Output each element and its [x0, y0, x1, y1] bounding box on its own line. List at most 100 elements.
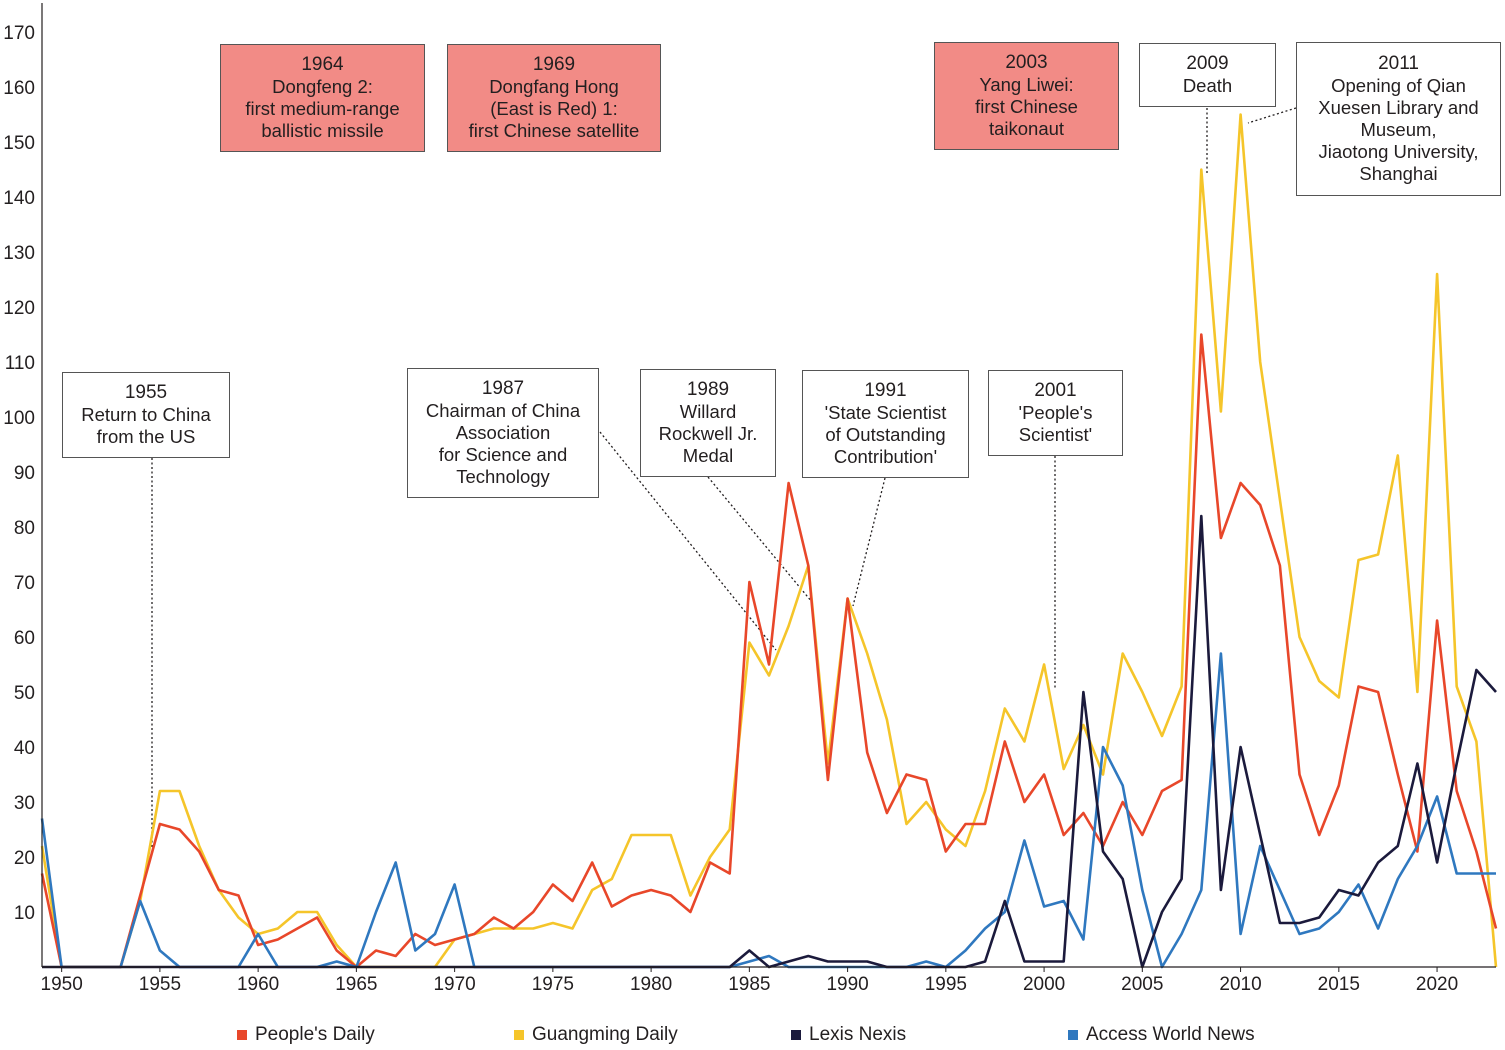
- x-tick-label: 1975: [532, 974, 574, 995]
- x-tick-label: 1965: [335, 974, 377, 995]
- annotation-text-line: Death: [1182, 75, 1233, 96]
- legend-item-guangming-daily: Guangming Daily: [514, 1024, 678, 1046]
- y-tick-label: 100: [3, 408, 35, 429]
- x-tick-label: 1990: [826, 974, 868, 995]
- annotation-1955: 1955 Return to China from the US: [62, 372, 230, 458]
- annotation-text-line: Jiaotong University,: [1318, 141, 1479, 162]
- annotation-text-line: for Science and: [438, 444, 568, 465]
- y-tick-label: 150: [3, 133, 35, 154]
- y-tick-label: 50: [14, 683, 35, 704]
- y-tick-label: 40: [14, 738, 35, 759]
- x-tick-label: 1960: [237, 974, 279, 995]
- y-tick-label: 110: [5, 353, 35, 374]
- y-tick-label: 80: [14, 518, 35, 539]
- annotation-year: 2003: [1005, 52, 1048, 73]
- annotation-year: 1964: [301, 54, 344, 75]
- x-axis-tick-labels: 1950 1955 1960 1965 1970 1975 1980 1985 1990 1995…: [41, 967, 1458, 995]
- annotation-text-line: (East is Red) 1:: [490, 98, 618, 119]
- x-tick-label: 2010: [1219, 974, 1261, 995]
- annotation-text-line: Dongfang Hong: [489, 76, 619, 97]
- annotation-text-line: Contribution': [833, 446, 938, 467]
- annotation-text-line: of Outstanding: [825, 424, 946, 445]
- axes: [41, 3, 1496, 968]
- legend-label-lexis-nexis: Lexis Nexis: [809, 1024, 907, 1045]
- annotation-1964: 1964 Dongfeng 2: first medium-range ballist…: [220, 44, 425, 152]
- annotation-2009: 2009 Death: [1139, 43, 1276, 107]
- x-tick-label: 2020: [1416, 974, 1458, 995]
- annotation-text-line: Association: [455, 422, 551, 443]
- legend-item-peoples-daily: People's Daily: [237, 1024, 375, 1046]
- legend-label-access-world-news: Access World News: [1086, 1024, 1255, 1045]
- annotation-text-line: Rockwell Jr.: [658, 423, 758, 444]
- y-tick-label: 70: [14, 573, 35, 594]
- annotation-leader-line: [1247, 107, 1297, 124]
- x-tick-label: 1995: [925, 974, 967, 995]
- annotation-text-line: from the US: [96, 426, 196, 447]
- annotation-text-line: first Chinese: [975, 96, 1078, 117]
- y-tick-label: 170: [3, 23, 35, 44]
- annotation-2003: 2003 Yang Liwei: first Chinese taikonaut: [934, 42, 1119, 150]
- annotation-leader-line: [852, 477, 886, 607]
- x-tick-label: 1970: [433, 974, 475, 995]
- annotation-year: 2001: [1034, 380, 1077, 401]
- x-tick-label: 2005: [1121, 974, 1163, 995]
- series-line-people-s-daily: [40, 333, 1498, 969]
- annotation-1991: 1991 'State Scientist of Outstanding Contri…: [802, 370, 969, 478]
- annotation-leader-lines: [151, 107, 1297, 848]
- y-tick-label: 10: [14, 903, 35, 924]
- annotation-1969: 1969 Dongfang Hong (East is Red) 1: first C…: [447, 44, 661, 152]
- annotation-text-line: 'People's: [1018, 402, 1093, 423]
- annotation-text-line: Xuesen Library and: [1318, 97, 1479, 118]
- annotation-text-line: 'State Scientist: [824, 402, 947, 423]
- annotation-text-line: taikonaut: [988, 118, 1065, 139]
- y-tick-label: 140: [3, 188, 35, 209]
- y-tick-label: 60: [14, 628, 35, 649]
- annotation-text-line: Medal: [682, 445, 734, 466]
- legend-item-access-world-news: Access World News: [1068, 1024, 1255, 1046]
- legend-swatch-lexis-nexis: [791, 1030, 801, 1040]
- x-tick-label: 1980: [630, 974, 672, 995]
- y-tick-label: 130: [3, 243, 35, 264]
- annotation-text-line: Scientist': [1018, 424, 1093, 445]
- annotation-text-line: Shanghai: [1359, 163, 1438, 184]
- series-lines: [40, 113, 1498, 969]
- annotation-year: 2009: [1186, 53, 1229, 74]
- annotation-text-line: Opening of Qian: [1331, 75, 1466, 96]
- annotation-text-line: Willard: [679, 401, 737, 422]
- annotation-year: 1991: [864, 380, 907, 401]
- annotation-year: 1989: [686, 379, 730, 400]
- legend-label-peoples-daily: People's Daily: [255, 1024, 375, 1045]
- legend: People's Daily Guangming Daily Lexis Nex…: [0, 1024, 1505, 1050]
- annotation-year: 2011: [1378, 53, 1419, 74]
- y-tick-label: 30: [14, 793, 35, 814]
- annotation-text-line: Return to China: [81, 404, 211, 425]
- annotation-leader-line: [707, 476, 813, 603]
- y-tick-label: 90: [14, 463, 35, 484]
- legend-swatch-peoples-daily: [237, 1030, 247, 1040]
- y-axis-tick-labels: 10 20 30 40 50 60 70 80 90 100 110 120 130 140 150 160 1…: [3, 23, 35, 924]
- legend-swatch-access-world-news: [1068, 1030, 1078, 1040]
- x-tick-label: 1985: [728, 974, 770, 995]
- x-tick-label: 1950: [41, 974, 83, 995]
- annotation-text-line: first medium-range: [245, 98, 400, 119]
- legend-swatch-guangming-daily: [514, 1030, 524, 1040]
- annotation-text-line: first Chinese satellite: [468, 120, 640, 141]
- legend-label-guangming-daily: Guangming Daily: [532, 1024, 678, 1045]
- y-tick-label: 120: [3, 298, 35, 319]
- y-tick-label: 20: [14, 848, 35, 869]
- legend-item-lexis-nexis: Lexis Nexis: [791, 1024, 906, 1046]
- annotation-text-line: Dongfeng 2:: [272, 76, 373, 97]
- x-tick-label: 2000: [1023, 974, 1065, 995]
- annotation-leader-line: [599, 431, 777, 651]
- annotation-text-line: Technology: [456, 466, 550, 487]
- y-tick-label: 160: [3, 78, 35, 99]
- series-line-guangming-daily: [40, 113, 1498, 969]
- annotation-text-line: Yang Liwei:: [979, 74, 1074, 95]
- annotation-text-line: Chairman of China: [425, 400, 581, 421]
- x-tick-label: 1955: [139, 974, 181, 995]
- x-tick-label: 2015: [1318, 974, 1360, 995]
- annotation-2001: 2001 'People's Scientist': [988, 370, 1123, 456]
- annotation-year: 1987: [481, 378, 525, 399]
- annotation-1987: 1987 Chairman of China Association for Scie…: [407, 368, 599, 498]
